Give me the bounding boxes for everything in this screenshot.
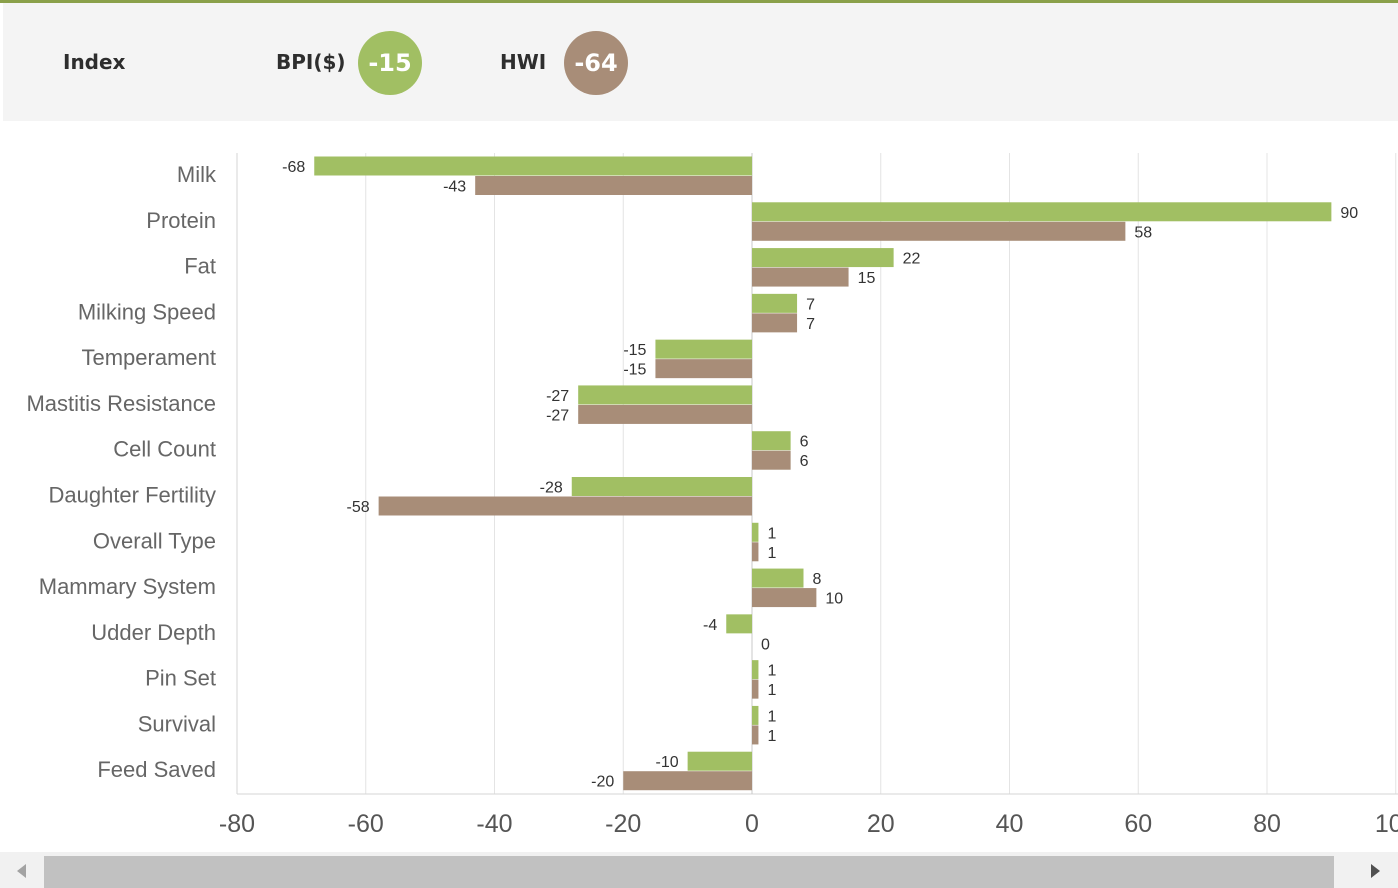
x-tick-label: -40 <box>476 810 512 838</box>
horizontal-scrollbar[interactable] <box>0 852 1398 888</box>
hwi-bar-overall-type <box>752 542 759 562</box>
bpi-bar-temperament <box>655 339 752 359</box>
hwi-data-label-mammary-system: 10 <box>825 591 843 608</box>
hwi-bar-protein <box>752 221 1126 241</box>
x-tick-label: -20 <box>605 810 641 838</box>
bpi-data-label-udder-depth: -4 <box>703 617 717 634</box>
hwi-data-label-survival: 1 <box>767 728 776 745</box>
bpi-bar-cell-count <box>752 431 791 451</box>
bpi-value-badge: -15 <box>358 31 422 95</box>
bpi-bar-pin-set <box>752 660 759 680</box>
hwi-data-label-cell-count: 6 <box>800 453 809 470</box>
category-label-mastitis-resistance: Mastitis Resistance <box>26 391 216 416</box>
x-tick-label: 80 <box>1253 810 1281 838</box>
category-label-feed-saved: Feed Saved <box>97 757 216 782</box>
bpi-data-label-survival: 1 <box>767 708 776 725</box>
scrollbar-thumb[interactable] <box>44 856 1334 888</box>
hwi-data-label-milking-speed: 7 <box>806 316 815 333</box>
category-label-mammary-system: Mammary System <box>39 574 216 599</box>
x-tick-label: 20 <box>867 810 895 838</box>
hwi-bar-milk <box>475 176 752 195</box>
category-label-milk: Milk <box>177 162 217 187</box>
x-tick-label: 60 <box>1124 810 1152 838</box>
hwi-data-label-fat: 15 <box>858 270 876 287</box>
bpi-data-label-protein: 90 <box>1340 205 1358 222</box>
hwi-data-label-overall-type: 1 <box>767 545 776 562</box>
bpi-bar-mammary-system <box>752 568 804 588</box>
hwi-data-label-udder-depth: 0 <box>761 636 770 653</box>
bpi-data-label-cell-count: 6 <box>800 434 809 451</box>
hwi-bar-survival <box>752 725 759 745</box>
category-label-fat: Fat <box>184 254 216 279</box>
bpi-bar-daughter-fertility <box>571 477 752 496</box>
hwi-bar-cell-count <box>752 450 791 470</box>
category-label-cell-count: Cell Count <box>113 437 216 462</box>
bpi-data-label-mammary-system: 8 <box>813 571 822 588</box>
x-tick-label: -60 <box>348 810 384 838</box>
bpi-data-label-daughter-fertility: -28 <box>540 480 563 497</box>
hwi-bar-temperament <box>655 359 752 379</box>
x-tick-label: 40 <box>996 810 1024 838</box>
header-top-border <box>0 0 1398 3</box>
category-label-pin-set: Pin Set <box>145 666 216 691</box>
bpi-bar-fat <box>752 248 894 268</box>
bpi-data-label-mastitis-resistance: -27 <box>546 388 569 405</box>
hwi-bar-mastitis-resistance <box>578 404 752 424</box>
hwi-value-badge: -64 <box>564 31 628 95</box>
hwi-bar-daughter-fertility <box>378 496 752 516</box>
bpi-label: BPI($) <box>276 50 346 74</box>
bpi-bar-milking-speed <box>752 293 798 313</box>
bpi-bar-udder-depth <box>726 614 752 634</box>
hwi-bar-feed-saved <box>623 771 752 791</box>
scroll-right-arrow-icon[interactable] <box>1371 864 1380 878</box>
hwi-data-label-protein: 58 <box>1134 224 1152 241</box>
index-header: Index BPI($) -15 HWI -64 <box>3 3 1398 121</box>
category-label-overall-type: Overall Type <box>93 528 216 553</box>
category-label-milking-speed: Milking Speed <box>78 299 216 324</box>
hwi-bar-milking-speed <box>752 313 798 333</box>
x-tick-label: -80 <box>219 810 255 838</box>
bpi-data-label-fat: 22 <box>903 251 921 268</box>
category-label-udder-depth: Udder Depth <box>91 620 216 645</box>
bpi-bar-milk <box>314 156 752 176</box>
bpi-data-label-milking-speed: 7 <box>806 296 815 313</box>
scroll-left-arrow-icon[interactable] <box>17 864 26 878</box>
bpi-data-label-temperament: -15 <box>623 342 646 359</box>
bpi-bar-mastitis-resistance <box>578 385 752 405</box>
hwi-data-label-milk: -43 <box>443 179 466 196</box>
bpi-data-label-pin-set: 1 <box>767 663 776 680</box>
x-tick-label: 0 <box>745 810 759 838</box>
hwi-bar-pin-set <box>752 679 759 699</box>
index-comparison-bar-chart: -80-60-40-20020406080100Milk-68-43Protei… <box>26 153 1398 838</box>
category-label-survival: Survival <box>138 711 216 736</box>
bpi-data-label-feed-saved: -10 <box>656 754 679 771</box>
bpi-data-label-milk: -68 <box>282 159 305 176</box>
hwi-data-label-feed-saved: -20 <box>591 774 614 791</box>
hwi-data-label-temperament: -15 <box>623 362 646 379</box>
bpi-bar-overall-type <box>752 522 759 542</box>
hwi-bar-fat <box>752 267 849 287</box>
category-label-protein: Protein <box>146 208 216 233</box>
bpi-bar-survival <box>752 705 759 725</box>
hwi-label: HWI <box>500 50 547 74</box>
hwi-data-label-pin-set: 1 <box>767 682 776 699</box>
category-label-temperament: Temperament <box>81 345 216 370</box>
category-label-daughter-fertility: Daughter Fertility <box>48 483 216 508</box>
hwi-bar-mammary-system <box>752 588 817 608</box>
hwi-data-label-daughter-fertility: -58 <box>347 499 370 516</box>
x-tick-label: 100 <box>1375 810 1398 838</box>
index-label: Index <box>63 50 126 74</box>
bpi-bar-feed-saved <box>687 751 752 771</box>
bpi-data-label-overall-type: 1 <box>767 525 776 542</box>
bpi-bar-protein <box>752 202 1332 222</box>
hwi-data-label-mastitis-resistance: -27 <box>546 407 569 424</box>
